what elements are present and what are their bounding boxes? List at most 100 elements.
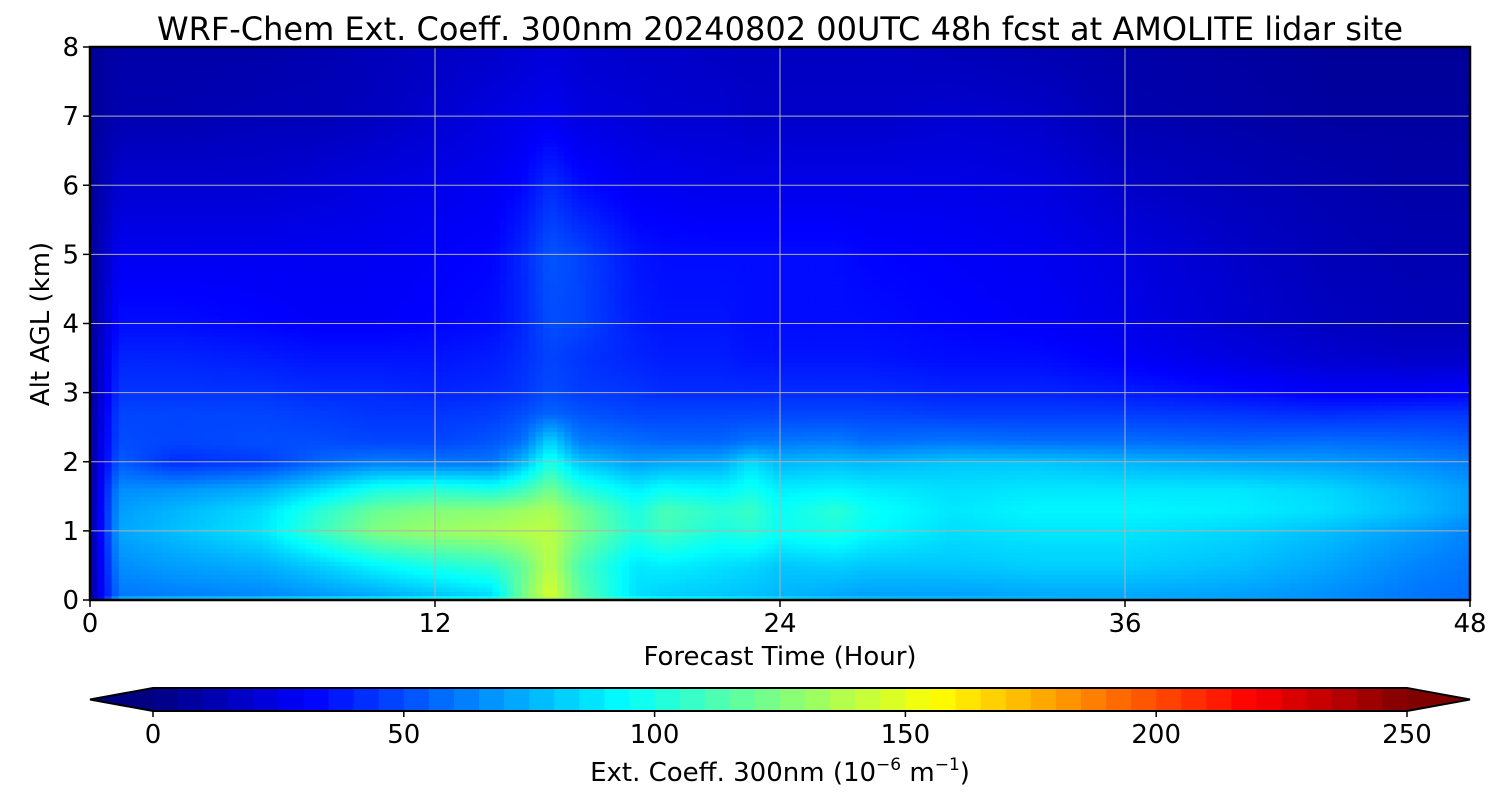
heatmap-cell	[564, 578, 573, 584]
heatmap-cell	[1326, 530, 1335, 536]
heatmap-cell	[657, 500, 666, 506]
heatmap-cell	[938, 487, 946, 493]
heatmap-cell	[305, 513, 314, 519]
heatmap-cell	[1117, 569, 1126, 575]
heatmap-cell	[557, 509, 565, 515]
heatmap-cell	[916, 504, 925, 510]
heatmap-cell	[1225, 491, 1234, 497]
heatmap-cell	[1419, 504, 1428, 510]
heatmap-cell	[226, 517, 235, 523]
heatmap-cell	[952, 500, 961, 506]
heatmap-cell	[521, 556, 530, 562]
heatmap-cell	[607, 569, 616, 575]
heatmap-cell	[729, 500, 738, 506]
heatmap-cell	[1232, 539, 1241, 545]
heatmap-cell	[794, 587, 803, 592]
heatmap-cell	[140, 539, 149, 545]
heatmap-cell	[686, 595, 695, 601]
heatmap-cell	[952, 509, 961, 515]
heatmap-cell	[298, 552, 307, 558]
heatmap-cell	[729, 513, 738, 519]
heatmap-cell	[370, 513, 379, 519]
heatmap-cell	[506, 552, 515, 558]
heatmap-cell	[959, 530, 968, 536]
heatmap-cell	[945, 491, 954, 497]
heatmap-cell	[715, 491, 724, 497]
heatmap-cell	[981, 522, 990, 528]
heatmap-cell	[1311, 565, 1320, 571]
heatmap-cell	[363, 530, 371, 536]
heatmap-cell	[1002, 569, 1011, 575]
heatmap-cell	[305, 543, 314, 549]
heatmap-cell	[499, 522, 508, 528]
heatmap-cell	[988, 491, 997, 497]
heatmap-cell	[557, 595, 565, 601]
heatmap-cell	[557, 530, 565, 536]
heatmap-cell	[1160, 543, 1169, 549]
heatmap-cell	[988, 548, 997, 554]
heatmap-cell	[212, 526, 220, 532]
heatmap-cell	[470, 517, 479, 523]
heatmap-cell	[808, 561, 817, 567]
heatmap-cell	[470, 500, 479, 506]
heatmap-cell	[104, 522, 113, 528]
heatmap-cell	[161, 556, 170, 562]
heatmap-cell	[341, 487, 350, 493]
heatmap-cell	[111, 582, 120, 588]
heatmap-cell	[780, 574, 788, 579]
heatmap-cell	[844, 543, 853, 549]
heatmap-cell	[183, 487, 192, 493]
heatmap-cell	[1462, 517, 1471, 523]
heatmap-cell	[1434, 530, 1442, 536]
heatmap-cell	[312, 504, 321, 510]
heatmap-cell	[1153, 487, 1162, 493]
heatmap-cell	[97, 500, 105, 506]
heatmap-cell	[1232, 487, 1241, 493]
heatmap-cell	[1225, 548, 1234, 554]
heatmap-cell	[427, 552, 436, 558]
heatmap-cell	[1225, 504, 1234, 510]
heatmap-cell	[1031, 548, 1040, 554]
heatmap-cell	[672, 569, 680, 575]
heatmap-cell	[880, 539, 889, 545]
heatmap-cell	[636, 574, 645, 579]
heatmap-cell	[255, 569, 264, 575]
heatmap-cell	[715, 487, 724, 493]
heatmap-cell	[485, 565, 494, 571]
heatmap-cell	[780, 491, 788, 497]
heatmap-cell	[413, 543, 422, 549]
heatmap-cell	[787, 565, 795, 571]
heatmap-cell	[1362, 487, 1370, 493]
heatmap-cell	[866, 595, 875, 601]
heatmap-cell	[787, 574, 795, 579]
heatmap-cell	[1225, 539, 1234, 545]
heatmap-cell	[700, 561, 709, 567]
heatmap-cell	[844, 548, 853, 554]
heatmap-cell	[815, 522, 824, 528]
heatmap-cell	[708, 539, 716, 545]
heatmap-cell	[830, 496, 839, 502]
heatmap-cell	[212, 595, 220, 601]
heatmap-cell	[442, 543, 450, 549]
heatmap-cell	[435, 496, 443, 502]
heatmap-cell	[399, 522, 407, 528]
heatmap-cell	[305, 574, 314, 579]
heatmap-cell	[1103, 552, 1112, 558]
heatmap-cell	[909, 565, 918, 571]
heatmap-cell	[693, 500, 702, 506]
heatmap-cell	[1355, 595, 1363, 601]
heatmap-cell	[672, 504, 680, 510]
heatmap-cell	[542, 496, 551, 502]
heatmap-cell	[420, 556, 429, 562]
heatmap-cell	[478, 574, 486, 579]
heatmap-cell	[284, 595, 292, 601]
heatmap-cell	[205, 513, 213, 519]
heatmap-cell	[981, 530, 990, 536]
heatmap-cell	[1074, 587, 1083, 592]
heatmap-cell	[161, 517, 170, 523]
heatmap-cell	[1125, 561, 1133, 567]
heatmap-cell	[1455, 548, 1464, 554]
heatmap-cell	[104, 552, 113, 558]
heatmap-cell	[269, 487, 278, 493]
heatmap-cell	[564, 522, 573, 528]
